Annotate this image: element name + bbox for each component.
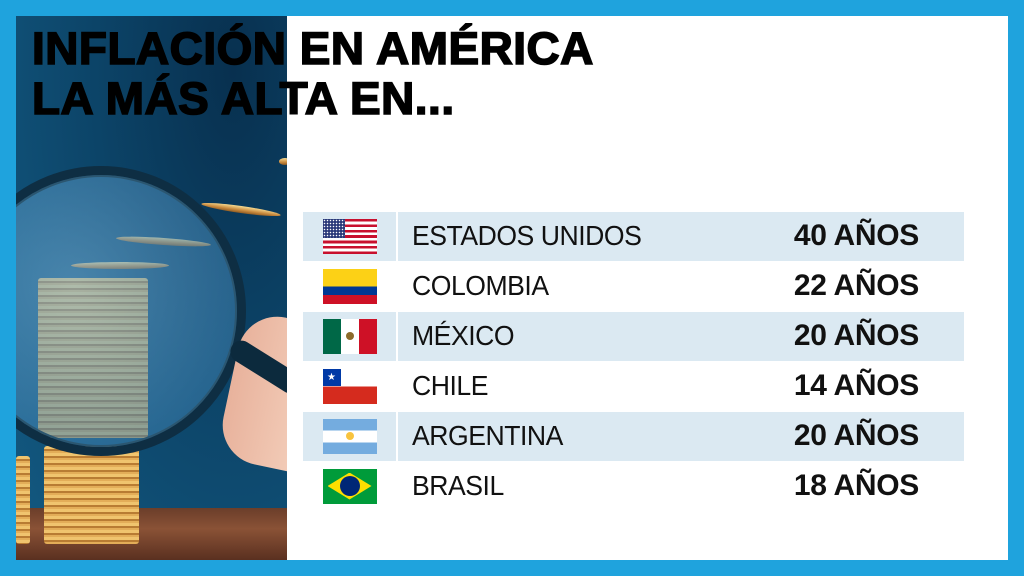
us-flag-icon [322,218,377,254]
mexico-flag-icon [322,318,377,354]
years-value: 20 AÑOS [793,419,919,452]
headline: INFLACIÓN EN AMÉRICA LA MÁS ALTA EN... [31,23,746,125]
country-name: MÉXICO [412,320,515,351]
table-row: ★ CHILE 14 AÑOS [303,361,964,411]
table-row: MÉXICO 20 AÑOS [303,311,964,361]
argentina-flag-icon [322,418,377,454]
inflation-table: ESTADOS UNIDOS 40 AÑOS COLOMBIA 22 AÑOS [303,211,964,511]
table-row: COLOMBIA 22 AÑOS [303,261,964,311]
country-name: ARGENTINA [412,420,563,451]
flag-cell [303,262,396,311]
flag-cell [303,462,396,511]
coin-stack [44,446,139,544]
years-value: 20 AÑOS [793,319,919,352]
coins-magnifier-photo [16,16,287,560]
headline-line-1: INFLACIÓN EN AMÉRICA [31,23,594,75]
brazil-flag-icon [322,468,377,504]
name-cell: ESTADOS UNIDOS 40 AÑOS [398,211,964,261]
flag-cell [303,311,396,361]
table-row: BRASIL 18 AÑOS [303,461,964,511]
name-cell: CHILE 14 AÑOS [398,362,964,411]
country-name: BRASIL [412,470,504,501]
floating-coin [200,200,282,219]
name-cell: COLOMBIA 22 AÑOS [398,262,964,311]
magnifying-glass-lens [16,166,246,456]
table-row: ESTADOS UNIDOS 40 AÑOS [303,211,964,261]
flag-cell [303,211,396,261]
years-value: 18 AÑOS [793,469,919,502]
name-cell: BRASIL 18 AÑOS [398,462,964,511]
name-cell: MÉXICO 20 AÑOS [398,311,964,361]
years-value: 14 AÑOS [793,369,919,402]
flag-cell [303,411,396,461]
country-name: COLOMBIA [412,270,549,301]
years-value: 40 AÑOS [793,219,919,252]
headline-line-2: LA MÁS ALTA EN... [31,73,455,125]
colombia-flag-icon [322,268,377,304]
years-value: 22 AÑOS [793,269,919,302]
chile-flag-icon: ★ [322,368,377,404]
country-name: ESTADOS UNIDOS [412,220,642,251]
country-name: CHILE [412,370,488,401]
graphic-panel: INFLACIÓN EN AMÉRICA LA MÁS ALTA EN... E… [16,16,1008,560]
floating-coin [279,158,287,165]
coin-stack [16,456,30,544]
flag-cell: ★ [303,362,396,411]
table-row: ARGENTINA 20 AÑOS [303,411,964,461]
name-cell: ARGENTINA 20 AÑOS [398,411,964,461]
